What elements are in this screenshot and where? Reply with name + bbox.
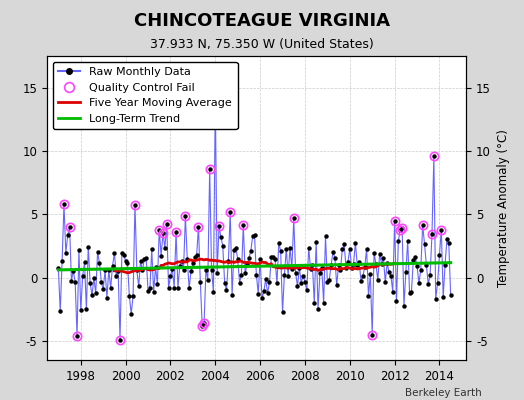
Text: CHINCOTEAGUE VIRGINIA: CHINCOTEAGUE VIRGINIA [134,12,390,30]
Text: 37.933 N, 75.350 W (United States): 37.933 N, 75.350 W (United States) [150,38,374,51]
Text: Berkeley Earth: Berkeley Earth [406,388,482,398]
Y-axis label: Temperature Anomaly (°C): Temperature Anomaly (°C) [497,129,509,287]
Legend: Raw Monthly Data, Quality Control Fail, Five Year Moving Average, Long-Term Tren: Raw Monthly Data, Quality Control Fail, … [53,62,238,129]
